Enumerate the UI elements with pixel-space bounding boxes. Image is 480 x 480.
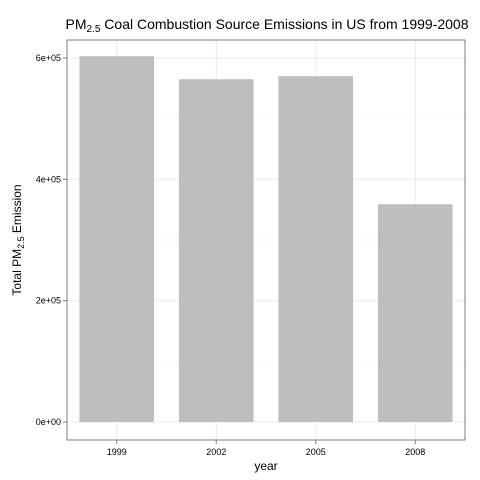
- y-tick-label: 4e+05: [36, 174, 61, 184]
- bar-2002: [178, 79, 254, 422]
- x-tick-label-2008: 2008: [405, 447, 425, 457]
- y-axis-title: Total PM2.5 Emission: [10, 184, 26, 295]
- bar-2005: [278, 76, 354, 422]
- y-axis-title-subscript: 2.5: [16, 236, 26, 249]
- x-tick-label-2002: 2002: [206, 447, 226, 457]
- x-axis-title: year: [254, 459, 277, 473]
- bar-1999: [79, 56, 155, 423]
- y-axis-title-prefix: Total PM: [10, 249, 24, 296]
- bars: [79, 56, 453, 423]
- y-tick-label: 2e+05: [36, 296, 61, 306]
- chart-title-suffix: Coal Combustion Source Emissions in US f…: [100, 16, 468, 32]
- chart-title: PM2.5 Coal Combustion Source Emissions i…: [66, 16, 469, 35]
- y-axis-title-suffix: Emission: [10, 184, 24, 236]
- y-tick-label: 0e+00: [36, 417, 61, 427]
- y-axis: 0e+00 2e+05 4e+05 6e+05: [36, 53, 67, 427]
- panel-border: [66, 39, 466, 441]
- chart-title-prefix: PM: [66, 16, 87, 32]
- x-tick-label-1999: 1999: [107, 447, 127, 457]
- bar-2008: [377, 204, 453, 422]
- plot-panel: [66, 39, 466, 441]
- x-axis: 1999 2002 2005 2008: [107, 440, 425, 457]
- x-tick-label-2005: 2005: [306, 447, 326, 457]
- y-tick-label: 6e+05: [36, 53, 61, 63]
- chart-title-subscript: 2.5: [87, 24, 101, 35]
